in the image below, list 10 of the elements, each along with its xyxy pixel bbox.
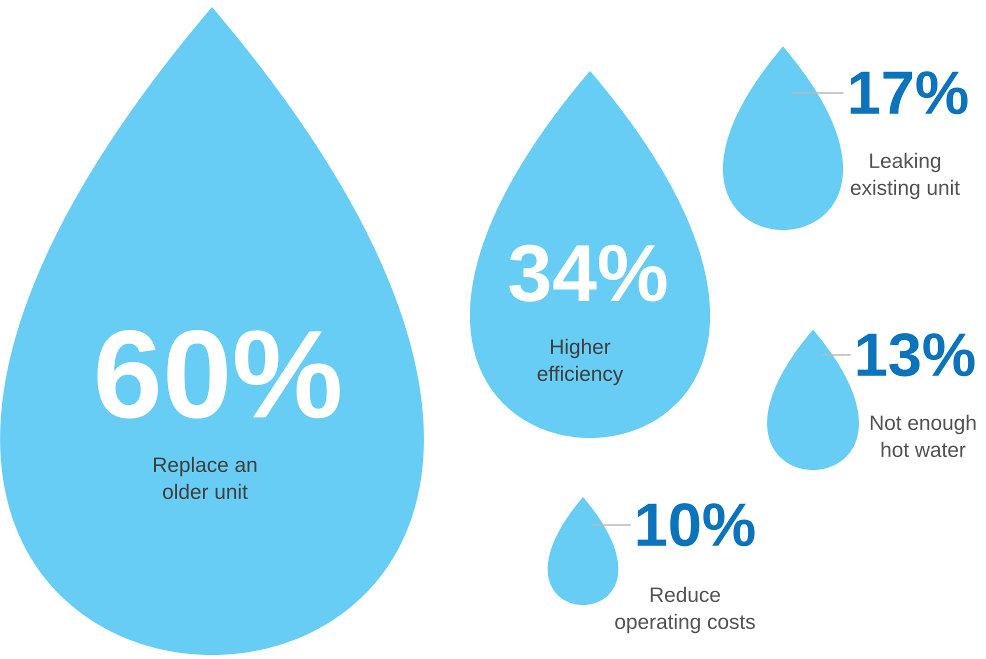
data-label: 34% (509, 244, 666, 302)
category-label: Reduce operating costs (615, 586, 755, 634)
category-label: Replace an older unit (154, 456, 256, 500)
category-label: Not enough hot water (870, 414, 976, 458)
data-label: 13% (858, 333, 975, 376)
data-label: 17% (850, 71, 968, 114)
data-label: 10% (638, 503, 755, 546)
category-label: Higher efficiency (538, 338, 624, 386)
category-label: Leaking existing unit (850, 152, 960, 200)
data-label: 60% (97, 330, 340, 419)
